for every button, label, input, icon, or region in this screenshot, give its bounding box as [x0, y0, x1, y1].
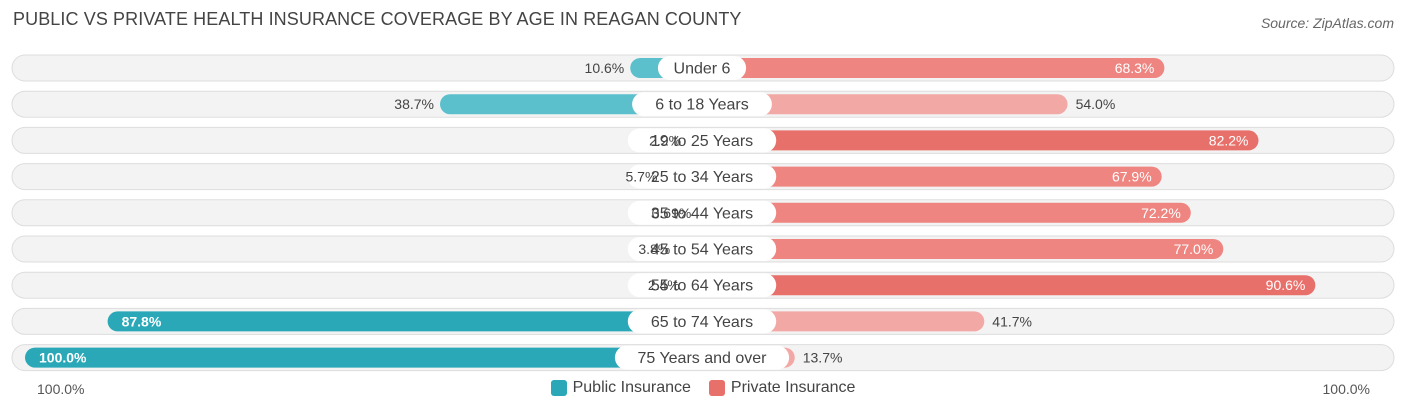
- legend-item-private[interactable]: Private Insurance: [708, 379, 856, 397]
- private-value-label: 90.6%: [1266, 277, 1306, 293]
- public-value-label: 10.6%: [585, 60, 625, 76]
- public-value-label: 2.4%: [648, 277, 680, 293]
- category-pill: [632, 92, 772, 117]
- source-label: Source: ZipAtlas.com: [1260, 15, 1394, 31]
- public-value-label: 2.2%: [649, 132, 681, 148]
- private-value-label: 67.9%: [1112, 169, 1152, 185]
- category-pill: [627, 237, 777, 261]
- private-bar: [702, 275, 1316, 296]
- public-value-label: 38.7%: [394, 96, 434, 112]
- category-label: 6 to 18 Years: [655, 97, 748, 114]
- private-value-label: 41.7%: [992, 313, 1032, 329]
- chart-area: Under 6 10.6% 68.3% 6 to 18 Years 38.7% 54.0%…: [11, 54, 1395, 372]
- legend-public-label: Public Insurance: [572, 379, 691, 396]
- private-value-label: 54.0%: [1076, 96, 1116, 112]
- category-pill: [627, 273, 777, 298]
- private-swatch: [708, 380, 725, 396]
- category-label: 55 to 64 Years: [651, 278, 753, 295]
- category-pill: [627, 309, 777, 334]
- category-label: 45 to 54 Years: [651, 242, 753, 259]
- category-label: 25 to 34 Years: [651, 169, 753, 186]
- category-pill: [614, 345, 790, 370]
- legend-item-public[interactable]: Public Insurance: [550, 379, 691, 397]
- public-value-label: 3.8%: [638, 241, 670, 257]
- public-value-label: 87.8%: [122, 313, 162, 329]
- private-bar: [702, 239, 1224, 259]
- private-bar: [702, 202, 1191, 223]
- public-bar: [25, 347, 702, 368]
- chart-title: PUBLIC VS PRIVATE HEALTH INSURANCE COVER…: [13, 9, 742, 29]
- private-value-label: 82.2%: [1209, 132, 1249, 148]
- category-label: 65 to 74 Years: [651, 314, 753, 331]
- category-pill: [627, 128, 777, 153]
- public-swatch: [550, 380, 567, 396]
- category-label: 19 to 25 Years: [651, 133, 753, 150]
- category-label: 75 Years and over: [638, 350, 768, 367]
- legend: Public Insurance Private Insurance: [0, 379, 1406, 397]
- private-value-label: 68.3%: [1115, 60, 1155, 76]
- public-value-label: 0.69%: [652, 205, 692, 221]
- category-pill: [627, 200, 777, 225]
- private-value-label: 77.0%: [1174, 241, 1214, 257]
- private-bar: [702, 166, 1162, 187]
- axis-left-label: 100.0%: [37, 381, 85, 397]
- public-value-label: 5.7%: [625, 169, 657, 185]
- axis-right-label: 100.0%: [1322, 381, 1370, 397]
- legend-private-label: Private Insurance: [730, 379, 856, 396]
- category-pill: [657, 56, 747, 80]
- private-value-label: 13.7%: [803, 350, 843, 366]
- public-bar: [107, 311, 703, 332]
- category-label: 35 to 44 Years: [651, 205, 753, 222]
- private-bar: [702, 58, 1165, 78]
- public-value-label: 100.0%: [39, 350, 87, 366]
- private-bar: [702, 94, 1068, 115]
- private-bar: [702, 130, 1259, 151]
- private-value-label: 72.2%: [1141, 205, 1181, 221]
- category-pill: [627, 164, 777, 189]
- category-label: Under 6: [674, 61, 731, 78]
